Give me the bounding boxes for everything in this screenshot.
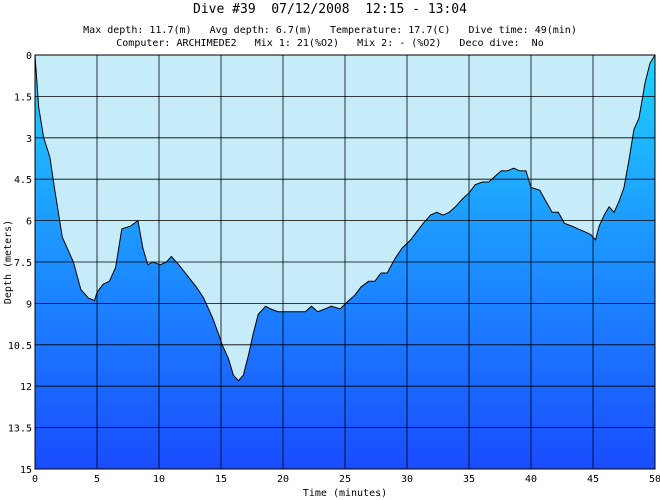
y-tick-label: 10.5 xyxy=(8,341,32,352)
x-tick-label: 35 xyxy=(463,474,475,485)
x-tick-label: 0 xyxy=(32,474,38,485)
x-tick-label: 10 xyxy=(153,474,165,485)
x-tick-label: 25 xyxy=(339,474,351,485)
y-axis-label: Depth (meters) xyxy=(3,220,14,304)
y-tick-labels: 0 1.5 3 4.5 6 7.5 9 10.5 12 13.5 15 xyxy=(8,51,32,476)
y-tick-label: 3 xyxy=(26,134,32,145)
y-tick-label: 9 xyxy=(26,299,32,310)
x-tick-label: 20 xyxy=(277,474,289,485)
x-tick-labels: 0 5 10 15 20 25 30 35 40 45 50 xyxy=(32,474,660,485)
y-tick-label: 15 xyxy=(20,465,32,476)
x-axis-label: Time (minutes) xyxy=(303,488,387,499)
y-tick-label: 0 xyxy=(26,51,32,62)
x-tick-label: 30 xyxy=(401,474,413,485)
plot-frame xyxy=(34,54,656,470)
x-tick-label: 5 xyxy=(94,474,100,485)
x-tick-label: 45 xyxy=(587,474,599,485)
depth-profile-line xyxy=(34,54,656,382)
x-tick-label: 15 xyxy=(215,474,227,485)
chart-title: Dive #39 07/12/2008 12:15 - 13:04 xyxy=(193,2,467,17)
y-tick-label: 4.5 xyxy=(14,175,32,186)
dive-summary-line-2: Computer: ARCHIMEDE2 Mix 1: 21(%O2) Mix … xyxy=(116,38,544,49)
y-tick-label: 7.5 xyxy=(14,258,32,269)
y-tick-label: 6 xyxy=(26,217,32,228)
x-tick-label: 50 xyxy=(649,474,660,485)
y-tick-label: 12 xyxy=(20,382,32,393)
dive-summary-line-1: Max depth: 11.7(m) Avg depth: 6.7(m) Tem… xyxy=(83,25,577,36)
x-tick-label: 40 xyxy=(525,474,537,485)
y-tick-label: 1.5 xyxy=(14,92,32,103)
y-tick-label: 13.5 xyxy=(8,424,32,435)
